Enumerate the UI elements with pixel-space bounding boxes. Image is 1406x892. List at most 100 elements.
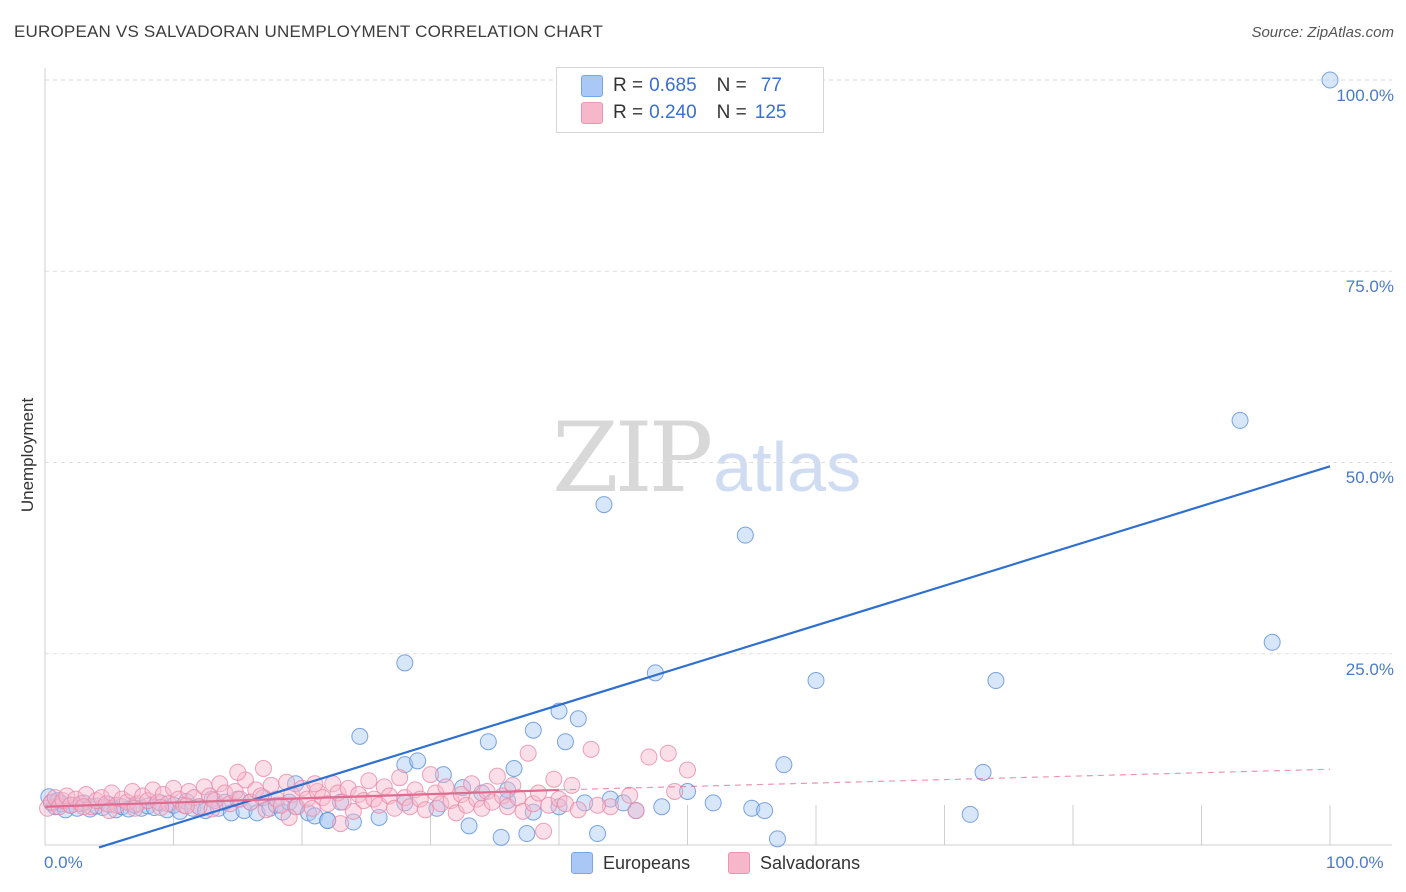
salvadorans-point	[303, 799, 321, 817]
legend-swatch-europeans	[581, 75, 603, 97]
europeans-point	[396, 756, 414, 774]
europeans-point	[595, 496, 613, 514]
salvadorans-point	[100, 802, 118, 820]
europeans-point	[974, 763, 992, 781]
salvadorans-point	[473, 799, 491, 817]
salvadorans-point	[391, 769, 409, 787]
europeans-point	[569, 710, 587, 728]
europeans-point	[743, 799, 761, 817]
salvadorans-point	[211, 775, 229, 793]
legend-row-europeans: R = 0.685 N = 77	[581, 74, 782, 98]
europeans-point	[396, 654, 414, 672]
salvadorans-point	[563, 776, 581, 794]
legend-n-label: N =	[716, 102, 747, 123]
salvadorans-point	[452, 786, 470, 804]
europeans-point	[679, 782, 696, 800]
salvadorans-point	[666, 782, 684, 800]
salvadorans-point	[627, 802, 645, 820]
salvadorans-point	[535, 822, 553, 840]
salvadorans-point	[332, 815, 350, 833]
europeans-point	[518, 825, 536, 843]
europeans-point	[556, 733, 574, 751]
salvadorans-point	[540, 796, 558, 814]
europeans-point	[653, 798, 671, 816]
salvadorans-point	[640, 748, 658, 766]
bottom-legend-salvadorans: Salvadorans	[728, 852, 860, 874]
europeans-point	[492, 828, 510, 846]
europeans-point	[505, 760, 523, 777]
salvadorans-trend-line	[44, 788, 560, 808]
europeans-point	[351, 727, 369, 745]
y-tick-label: 100.0%	[1336, 86, 1394, 105]
salvadorans-point	[529, 784, 547, 802]
europeans-point	[248, 804, 266, 822]
salvadorans-point	[360, 772, 378, 790]
salvadorans-point	[416, 801, 434, 819]
europeans-point	[319, 812, 337, 830]
legend-swatch-salvadorans	[728, 852, 750, 874]
x-tick-label: 100.0%	[1326, 853, 1384, 872]
europeans-point	[524, 721, 542, 739]
y-tick-label: 75.0%	[1345, 277, 1394, 296]
europeans-point	[768, 830, 786, 848]
europeans-point	[454, 779, 472, 797]
europeans-point	[1321, 71, 1339, 89]
europeans-point	[139, 797, 157, 815]
europeans-point	[267, 796, 285, 814]
chart-title: EUROPEAN VS SALVADORAN UNEMPLOYMENT CORR…	[14, 22, 604, 41]
europeans-point	[1231, 411, 1249, 429]
legend-n-value: 125	[754, 102, 787, 123]
europeans-point	[576, 794, 594, 812]
salvadorans-point	[257, 801, 275, 819]
europeans-point	[736, 526, 754, 544]
europeans-point	[222, 804, 240, 822]
legend-row-salvadorans: R = 0.240 N = 125	[581, 101, 786, 125]
salvadorans-point	[589, 796, 607, 814]
salvadorans-trend-extension	[558, 768, 1331, 791]
europeans-point	[479, 733, 497, 751]
europeans-point	[1263, 633, 1281, 651]
salvadorans-point	[280, 808, 298, 826]
europeans-point	[409, 752, 427, 770]
legend-label-salvadorans: Salvadorans	[760, 852, 861, 873]
salvadorans-point	[679, 761, 696, 779]
europeans-point	[807, 672, 825, 690]
watermark: ZIPatlas	[552, 402, 861, 514]
legend-r-label: R =	[613, 102, 644, 123]
y-axis-label: Unemployment	[18, 397, 37, 513]
europeans-trend-line	[98, 465, 1331, 849]
europeans-point	[987, 672, 1005, 690]
legend-label-europeans: Europeans	[603, 852, 691, 873]
salvadorans-point	[58, 787, 76, 805]
europeans-point	[961, 805, 979, 823]
watermark-atlas: atlas	[713, 428, 862, 506]
y-tick-label: 50.0%	[1345, 468, 1394, 487]
source-label: Source: ZipAtlas.com	[1251, 24, 1394, 41]
legend-r-label: R =	[613, 75, 644, 96]
salvadorans-point	[254, 760, 272, 777]
salvadorans-point	[177, 797, 195, 815]
legend-swatch-salvadorans	[581, 102, 603, 124]
salvadorans-point	[519, 744, 537, 762]
salvadorans-point	[229, 763, 247, 781]
salvadorans-point	[545, 770, 563, 788]
salvadorans-point	[621, 786, 639, 804]
salvadorans-point	[344, 802, 362, 820]
legend-n-label: N =	[716, 75, 747, 96]
salvadorans-point	[463, 775, 481, 793]
salvadorans-point	[483, 793, 501, 811]
europeans-point	[589, 825, 607, 843]
legend-r-value: 0.685	[649, 75, 697, 96]
europeans-point	[370, 808, 388, 826]
x-tick-label: 0.0%	[44, 853, 83, 872]
europeans-point	[704, 794, 722, 812]
y-tick-label: 25.0%	[1345, 660, 1394, 679]
europeans-point	[460, 817, 478, 835]
europeans-point	[756, 802, 774, 820]
salvadorans-point	[659, 744, 677, 762]
legend-swatch-europeans	[571, 852, 593, 874]
salvadorans-point	[488, 767, 506, 785]
bottom-legend-europeans: Europeans	[571, 852, 690, 874]
salvadorans-point	[432, 795, 450, 813]
